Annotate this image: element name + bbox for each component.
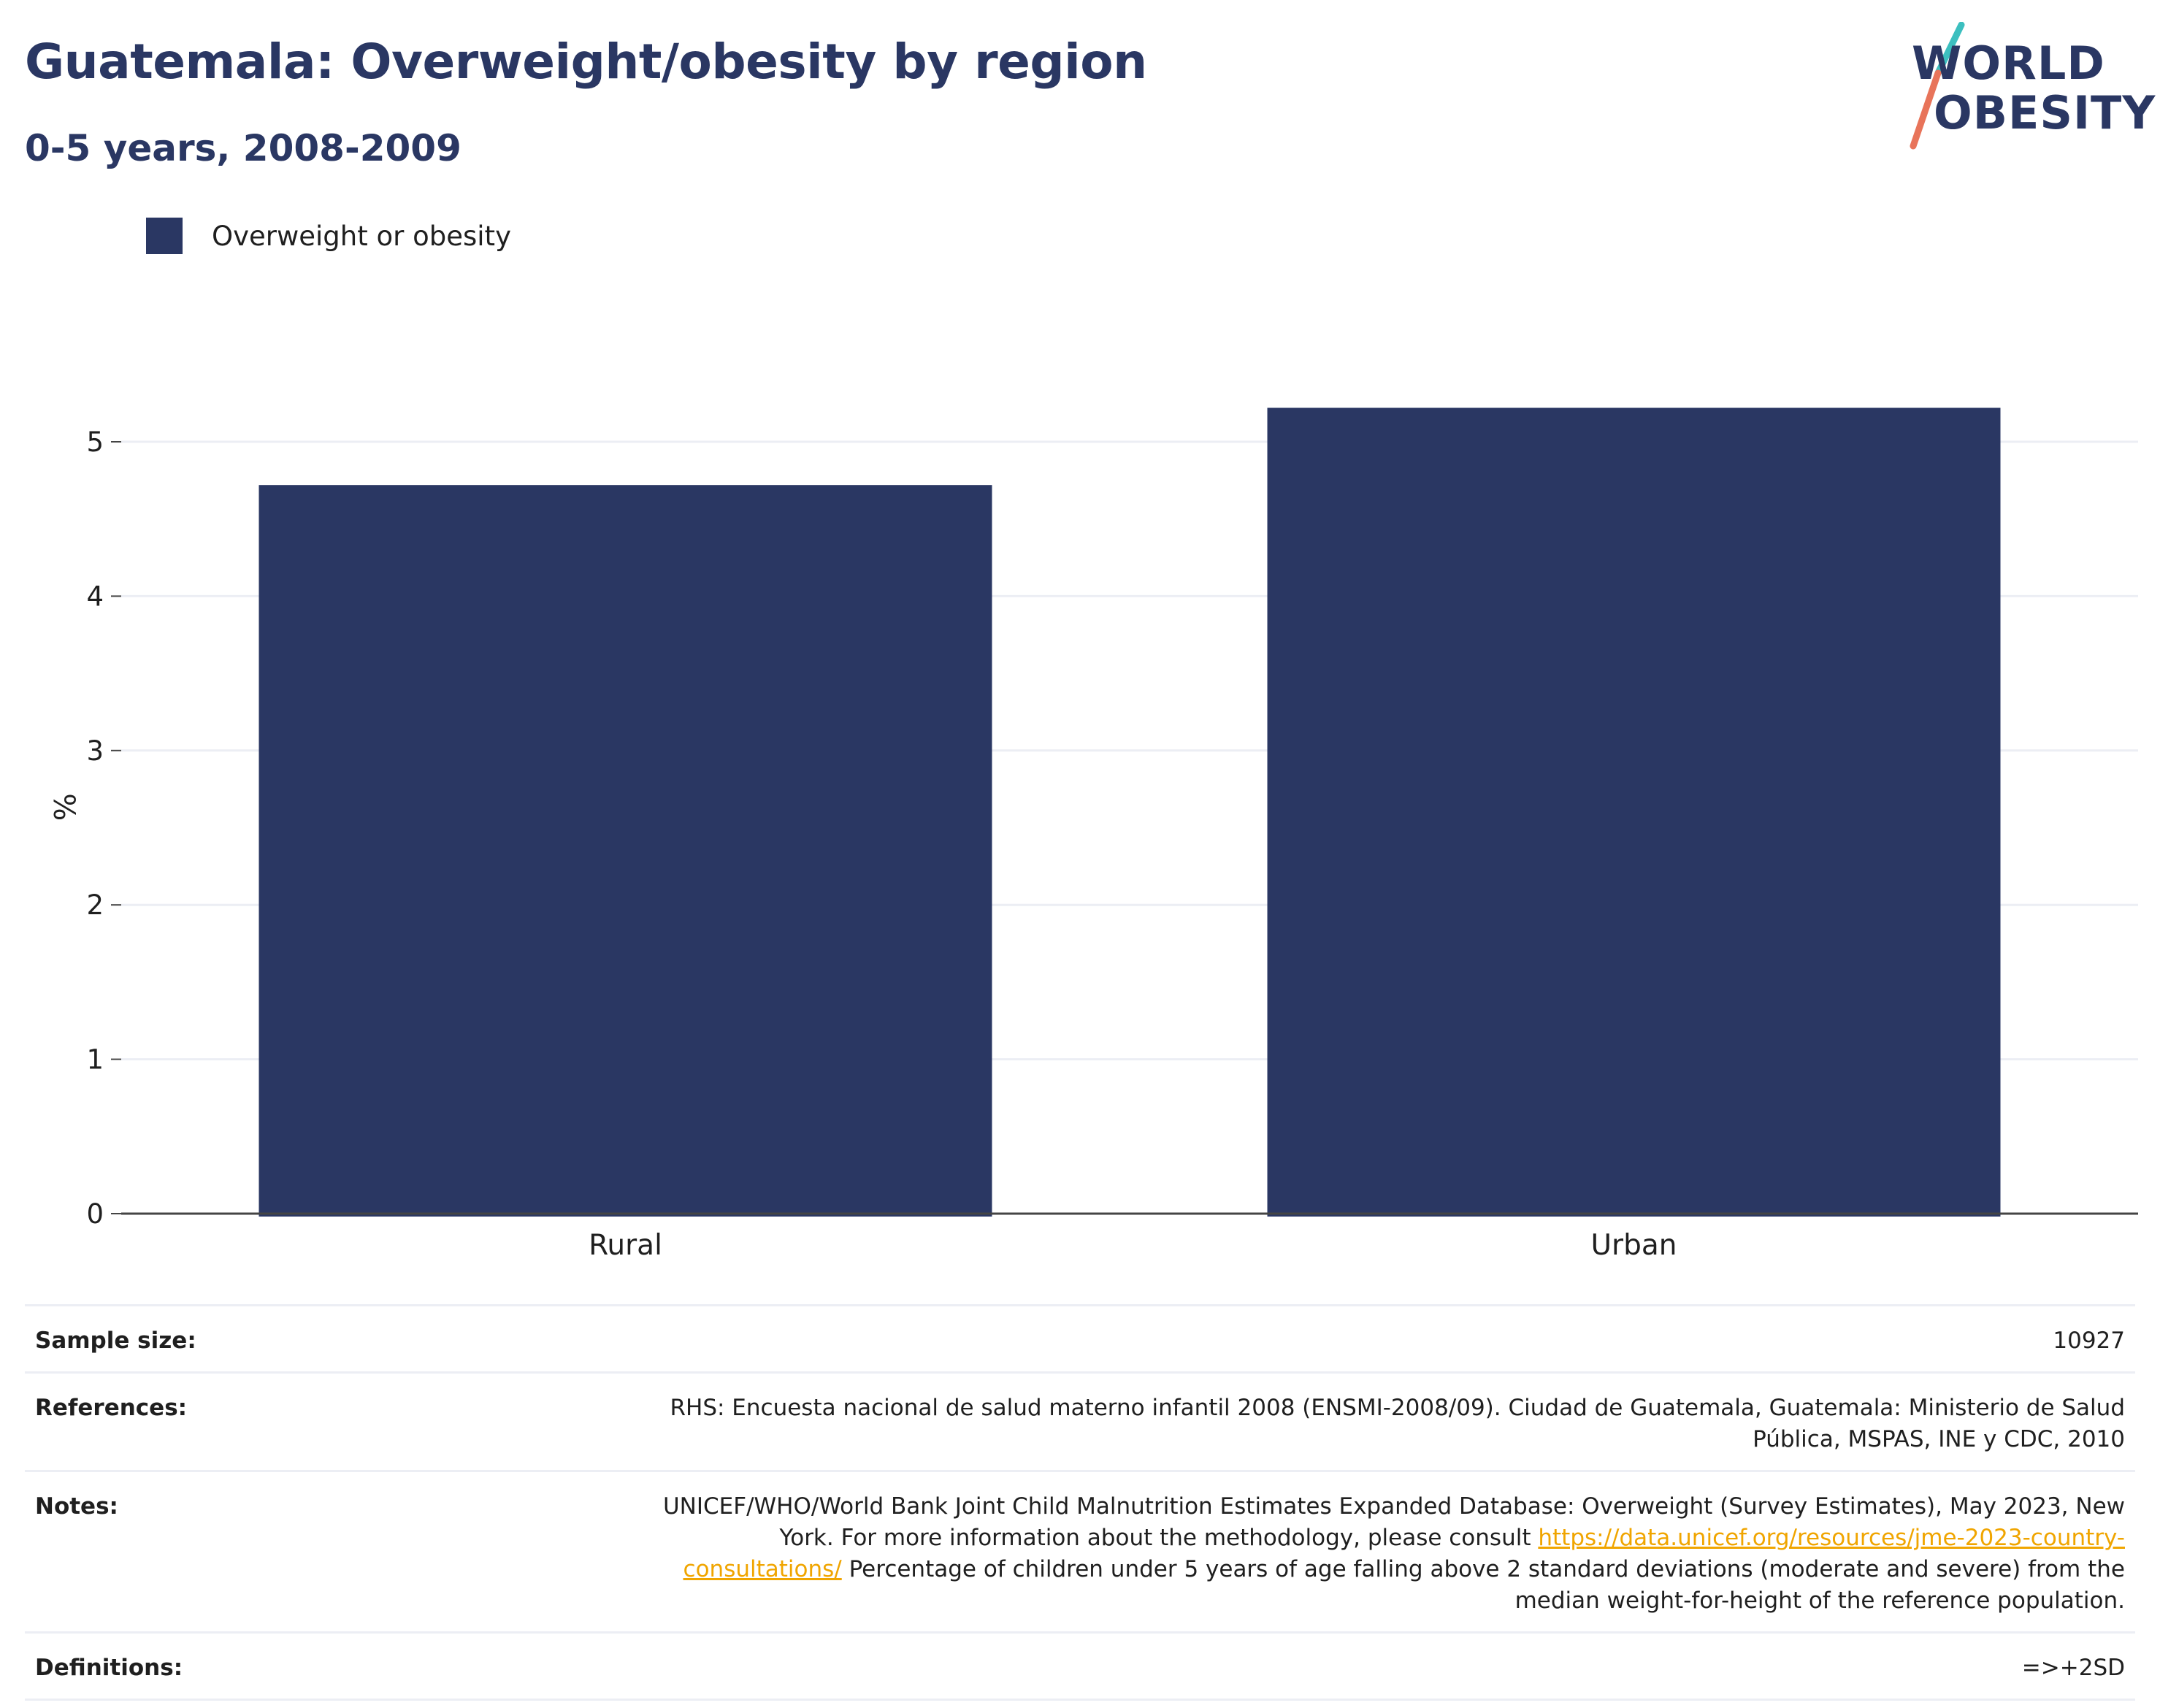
chart-subtitle: 0-5 years, 2008-2009 bbox=[25, 127, 462, 169]
info-table: Sample size: 10927 References: RHS: Encu… bbox=[25, 1304, 2135, 1701]
y-tick-label-4: 4 bbox=[86, 581, 104, 612]
definitions-label: Definitions: bbox=[35, 1655, 183, 1681]
notes-text-1: UNICEF/WHO/World Bank Joint Child Malnut… bbox=[662, 1493, 2125, 1551]
sample-size-value: 10927 bbox=[2053, 1328, 2125, 1354]
y-tick-label-1: 1 bbox=[86, 1044, 104, 1076]
bar-chart: 0 1 2 3 4 5 Rural Urban% bbox=[47, 407, 2138, 1262]
notes-value: UNICEF/WHO/World Bank Joint Child Malnut… bbox=[628, 1491, 2125, 1617]
notes-text-2: Percentage of children under 5 years of … bbox=[841, 1556, 2125, 1614]
bar-rural bbox=[258, 485, 992, 1217]
references-value: RHS: Encuesta nacional de salud materno … bbox=[670, 1395, 2125, 1452]
x-category-label-rural: Rural bbox=[589, 1229, 662, 1262]
legend-swatch bbox=[146, 218, 183, 254]
bar-urban bbox=[1267, 407, 2001, 1217]
info-row-references: References: RHS: Encuesta nacional de sa… bbox=[25, 1371, 2135, 1470]
definitions-value: =>+2SD bbox=[2021, 1655, 2125, 1681]
logo-word-world: WORLD bbox=[1912, 37, 2105, 90]
chart-title: Guatemala: Overweight/obesity by region bbox=[25, 34, 1147, 90]
y-tick-label-5: 5 bbox=[86, 426, 104, 458]
info-row-notes: Notes: UNICEF/WHO/World Bank Joint Child… bbox=[25, 1470, 2135, 1631]
info-row-definitions: Definitions: =>+2SD bbox=[25, 1631, 2135, 1701]
y-tick-label-3: 3 bbox=[86, 735, 104, 767]
references-label: References: bbox=[35, 1395, 188, 1421]
world-obesity-logo: WORLD OBESITY bbox=[1906, 22, 2155, 153]
y-axis-title: % bbox=[47, 793, 80, 821]
notes-link[interactable]: https://data.unicef.org/resources/jme-20… bbox=[683, 1525, 2125, 1582]
y-tick-label-0: 0 bbox=[86, 1198, 104, 1230]
sample-size-label: Sample size: bbox=[35, 1328, 196, 1354]
x-category-label-urban: Urban bbox=[1591, 1229, 1677, 1262]
info-row-sample-size: Sample size: 10927 bbox=[25, 1304, 2135, 1371]
logo-word-obesity: OBESITY bbox=[1934, 86, 2156, 139]
legend: Overweight or obesity bbox=[146, 218, 511, 254]
notes-label: Notes: bbox=[35, 1493, 118, 1520]
legend-label: Overweight or obesity bbox=[212, 220, 511, 252]
y-tick-label-2: 2 bbox=[86, 889, 104, 921]
logo-slash-icon bbox=[1910, 22, 1965, 150]
